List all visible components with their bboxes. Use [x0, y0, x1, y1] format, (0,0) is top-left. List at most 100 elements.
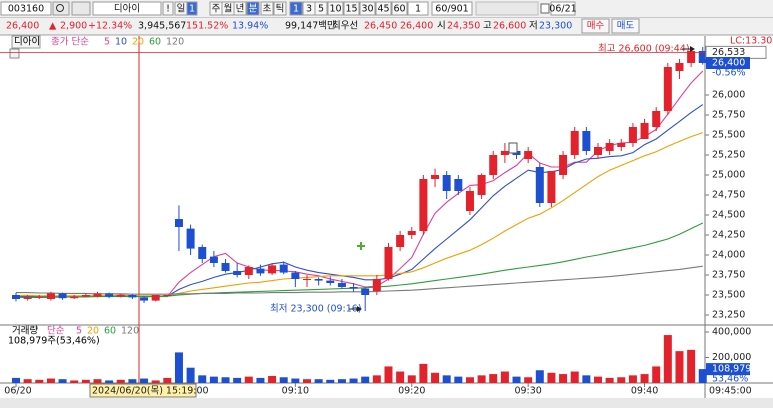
interval-button-box[interactable] — [375, 1, 392, 16]
stock-code[interactable]: 003160 — [8, 4, 44, 15]
period-button[interactable]: 초 — [263, 4, 272, 15]
count-select-box[interactable] — [407, 1, 429, 16]
panel-button[interactable] — [9, 48, 20, 59]
period-button[interactable]: 일 — [177, 4, 186, 15]
interval-button-box[interactable] — [289, 1, 303, 16]
current-price-box — [706, 57, 750, 69]
candle-body — [209, 256, 218, 263]
candle-body — [361, 288, 370, 295]
arrow-head — [357, 306, 362, 312]
volume-bar — [535, 370, 544, 383]
period-button[interactable]: 분 — [249, 4, 258, 15]
quote-rate: +12.34% — [88, 21, 132, 32]
stock-code-box[interactable] — [0, 1, 52, 16]
period-button-box[interactable] — [233, 1, 247, 16]
candle-body — [454, 179, 463, 191]
period-button-box[interactable] — [260, 1, 274, 16]
interval-button-box[interactable] — [359, 1, 376, 16]
quote-amount: 99,147백만 — [285, 21, 336, 32]
candle-body — [594, 147, 602, 155]
interval-button[interactable]: 10 — [329, 4, 341, 15]
quote-best-label: 최우선 — [332, 21, 358, 32]
volume-bar — [547, 372, 556, 383]
interval-button[interactable]: 5 — [318, 4, 324, 15]
legend-entry: 10 — [115, 37, 127, 48]
search-icon — [56, 4, 64, 12]
volume-bar — [279, 377, 288, 383]
candle-body — [524, 151, 533, 159]
interval-button-box[interactable] — [343, 1, 360, 16]
sell-label[interactable]: 매도 — [617, 21, 635, 32]
candle-body — [477, 175, 486, 195]
volume-info: 108,979주(53,46%) — [8, 336, 100, 347]
candle-body — [233, 271, 242, 275]
date-checkbox[interactable] — [540, 3, 550, 14]
marker-label: 26,533 — [712, 47, 745, 58]
range-field-box — [431, 1, 473, 16]
tool-icons[interactable] — [475, 1, 539, 16]
volume-bar — [128, 379, 137, 383]
period-button[interactable]: 월 — [224, 3, 233, 15]
volume-bar — [582, 375, 591, 383]
legend-entry: 60 — [149, 37, 161, 48]
stock-name-box[interactable] — [92, 1, 162, 16]
candle-body — [582, 131, 591, 151]
volume-legend-entry: 120 — [121, 326, 139, 337]
period-button-box[interactable] — [246, 1, 260, 16]
interval-button[interactable]: 60 — [393, 4, 405, 15]
period-count-box[interactable] — [186, 1, 198, 16]
volume-bar — [46, 378, 55, 383]
volume-bar — [163, 377, 172, 383]
buy-label[interactable]: 매수 — [587, 21, 605, 32]
volume-bar — [512, 376, 521, 383]
y-tick-label: 25,500 — [712, 130, 745, 141]
alert-button[interactable]: ! — [166, 4, 170, 15]
interval-button-box[interactable] — [391, 1, 408, 16]
volume-bar — [58, 379, 67, 383]
y-tick-label: 25,000 — [712, 170, 745, 181]
candle-body — [605, 143, 614, 151]
volume-bar — [70, 380, 79, 383]
volume-bar — [337, 379, 346, 383]
search-button[interactable] — [52, 1, 70, 16]
volume-bar — [23, 379, 32, 383]
period-button[interactable]: 주 — [212, 4, 221, 15]
interval-button[interactable]: 30 — [361, 4, 373, 15]
candle-body — [291, 272, 300, 279]
interval-button[interactable]: 45 — [377, 4, 389, 15]
crosshair-label: 2024/06/20(목) 15:19:00 — [92, 386, 209, 397]
alert-button-box[interactable] — [162, 1, 174, 16]
volume-bar — [431, 372, 440, 383]
volume-bar — [559, 374, 568, 383]
period-button[interactable]: 틱 — [276, 3, 285, 15]
y-tick-label: 23,250 — [712, 310, 745, 321]
sell-button[interactable] — [611, 18, 640, 34]
interval-button-box[interactable] — [314, 1, 328, 16]
scrollbar[interactable] — [0, 398, 773, 408]
volume-bar — [477, 375, 486, 383]
interval-button[interactable]: 3 — [306, 4, 312, 15]
date-field-box[interactable] — [550, 1, 576, 16]
y-tick-label: 25,250 — [712, 150, 745, 161]
buy-button[interactable] — [581, 18, 610, 34]
count-select[interactable]: 1 — [415, 4, 421, 15]
candle-body — [303, 279, 311, 280]
period-button-box[interactable] — [273, 1, 287, 16]
volume-bar — [198, 375, 207, 383]
interval-button-box[interactable] — [327, 1, 344, 16]
list-button[interactable] — [71, 1, 91, 16]
period-button[interactable]: 년 — [236, 4, 245, 15]
signal-marker — [508, 142, 518, 154]
candle-body — [384, 247, 393, 279]
crosshair-label-box — [89, 383, 197, 398]
period-count[interactable]: 1 — [189, 4, 195, 15]
candle-body — [407, 231, 416, 235]
volume-bar — [524, 377, 533, 383]
interval-button[interactable]: 1 — [293, 4, 299, 15]
date-field[interactable]: 06/21 — [549, 4, 576, 15]
candle-body — [547, 171, 556, 203]
stock-name[interactable]: 디아이 — [114, 4, 140, 15]
quote-high: 26,600 — [493, 21, 526, 32]
interval-button[interactable]: 15 — [345, 4, 357, 15]
